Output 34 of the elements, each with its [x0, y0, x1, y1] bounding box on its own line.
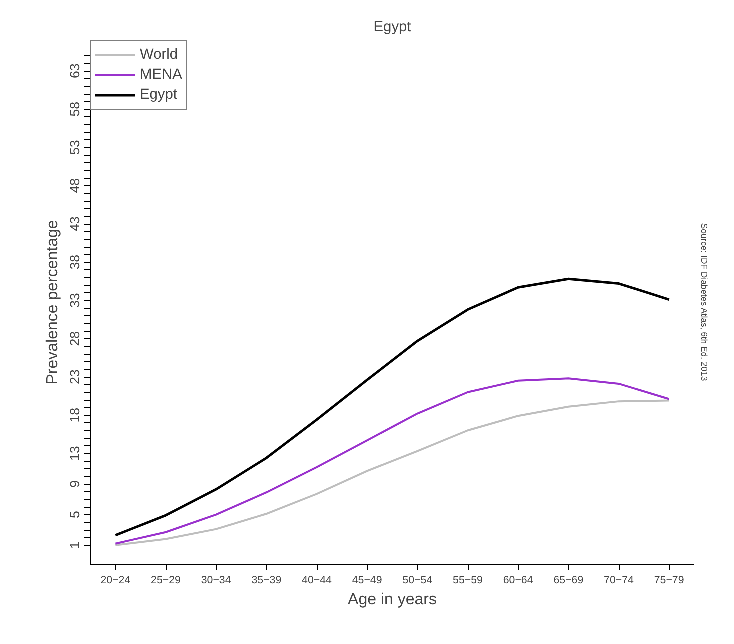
- chart-title: Egypt: [374, 20, 412, 36]
- legend-label: Egypt: [140, 87, 178, 103]
- x-tick-label: 50−54: [402, 574, 433, 586]
- y-tick-label: 18: [68, 408, 82, 423]
- y-tick-label: 58: [68, 102, 82, 117]
- x-tick-label: 55−59: [453, 574, 484, 586]
- y-tick-label: 23: [68, 370, 82, 384]
- y-tick-label: 38: [68, 254, 82, 270]
- x-tick-label: 40−44: [302, 574, 332, 586]
- x-tick-label: 75−79: [654, 574, 684, 586]
- y-tick-label: 1: [68, 542, 82, 550]
- y-tick-label: 28: [68, 331, 82, 346]
- x-tick-label: 25−29: [151, 574, 182, 586]
- y-axis-title: Prevalence percentage: [44, 220, 62, 385]
- legend-label: World: [140, 47, 178, 63]
- source-note: Source: IDF Diabetes Atlas, 6th Ed. 2013: [700, 223, 710, 382]
- x-tick-label: 60−64: [503, 574, 534, 586]
- y-tick-label: 53: [68, 140, 82, 156]
- y-tick-label: 43: [68, 216, 82, 232]
- x-tick-label: 70−74: [604, 574, 634, 586]
- y-tick-label: 9: [68, 480, 82, 488]
- x-tick-label: 20−24: [100, 574, 131, 586]
- x-tick-label: 65−69: [554, 574, 584, 586]
- legend-label: MENA: [140, 67, 182, 83]
- x-axis-title: Age in years: [348, 592, 437, 608]
- x-tick-label: 35−39: [252, 574, 282, 586]
- y-tick-label: 33: [68, 293, 82, 308]
- y-tick-label: 5: [68, 511, 82, 518]
- y-tick-label: 48: [68, 178, 82, 194]
- y-tick-label: 13: [68, 446, 82, 461]
- line-series: [114, 278, 671, 537]
- y-tick-label: 63: [68, 64, 82, 79]
- x-tick-label: 30−34: [201, 574, 232, 586]
- x-tick-label: 45−49: [352, 574, 382, 586]
